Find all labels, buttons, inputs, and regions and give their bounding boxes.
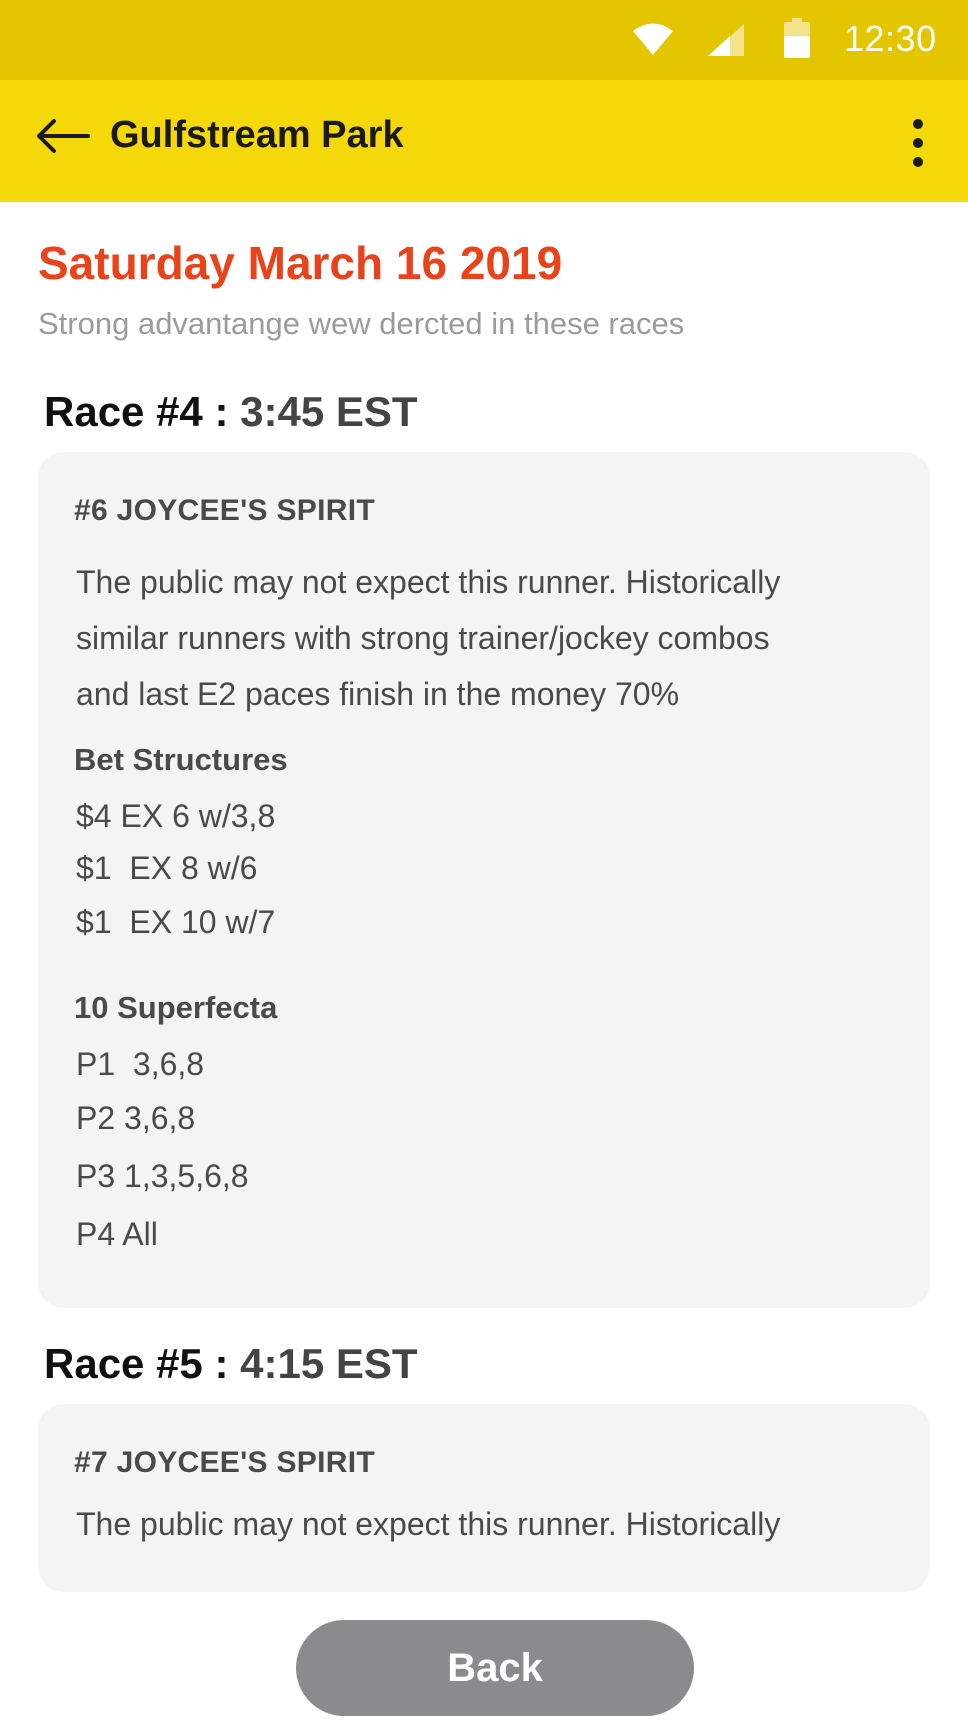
date-heading: Saturday March 16 2019 bbox=[38, 237, 563, 289]
race-time: 4:15 EST bbox=[240, 1340, 418, 1387]
race-description: The public may not expect this runner. H… bbox=[76, 554, 906, 722]
description-line: similar runners with strong trainer/jock… bbox=[76, 620, 770, 656]
superfecta-item: P2 3,6,8 bbox=[76, 1100, 196, 1136]
bet-structure-item: $4 EX 6 w/3,8 bbox=[76, 798, 276, 834]
superfecta-heading: 10 Superfecta bbox=[74, 990, 278, 1025]
signal-icon bbox=[708, 24, 744, 56]
battery-icon bbox=[784, 18, 810, 58]
description-line: The public may not expect this runner. H… bbox=[76, 564, 781, 600]
bet-structure-item: $1 EX 8 w/6 bbox=[76, 850, 258, 886]
app-bar-title: Gulfstream Park bbox=[110, 114, 404, 156]
arrow-left-icon[interactable] bbox=[36, 118, 90, 154]
race-title: Race #4 : 3:45 EST bbox=[44, 388, 418, 436]
race-card: #6 JOYCEE'S SPIRIT The public may not ex… bbox=[38, 452, 930, 1308]
description-line: The public may not expect this runner. H… bbox=[76, 1506, 781, 1542]
race-card: #7 JOYCEE'S SPIRIT The public may not ex… bbox=[38, 1404, 930, 1592]
back-button[interactable]: Back bbox=[296, 1620, 694, 1716]
description-line: and last E2 paces finish in the money 70… bbox=[76, 676, 680, 712]
race-label: Race #4 : bbox=[44, 388, 241, 435]
horse-name: #7 JOYCEE'S SPIRIT bbox=[74, 1446, 375, 1479]
app-bar: Gulfstream Park bbox=[0, 80, 968, 202]
more-vertical-icon[interactable] bbox=[906, 118, 930, 168]
bet-structures-heading: Bet Structures bbox=[74, 742, 288, 777]
bet-structure-item: $1 EX 10 w/7 bbox=[76, 904, 276, 940]
superfecta-item: P3 1,3,5,6,8 bbox=[76, 1158, 249, 1194]
race-label: Race #5 : bbox=[44, 1340, 241, 1387]
race-time: 3:45 EST bbox=[240, 388, 418, 435]
superfecta-item: P4 All bbox=[76, 1216, 158, 1252]
subtitle: Strong advantange wew dercted in these r… bbox=[38, 306, 685, 341]
status-time: 12:30 bbox=[844, 18, 937, 59]
superfecta-item: P1 3,6,8 bbox=[76, 1046, 205, 1082]
horse-name: #6 JOYCEE'S SPIRIT bbox=[74, 494, 375, 527]
race-title: Race #5 : 4:15 EST bbox=[44, 1340, 418, 1388]
status-bar: 12:30 bbox=[0, 0, 968, 80]
wifi-icon bbox=[633, 23, 673, 55]
race-description: The public may not expect this runner. H… bbox=[76, 1496, 906, 1552]
